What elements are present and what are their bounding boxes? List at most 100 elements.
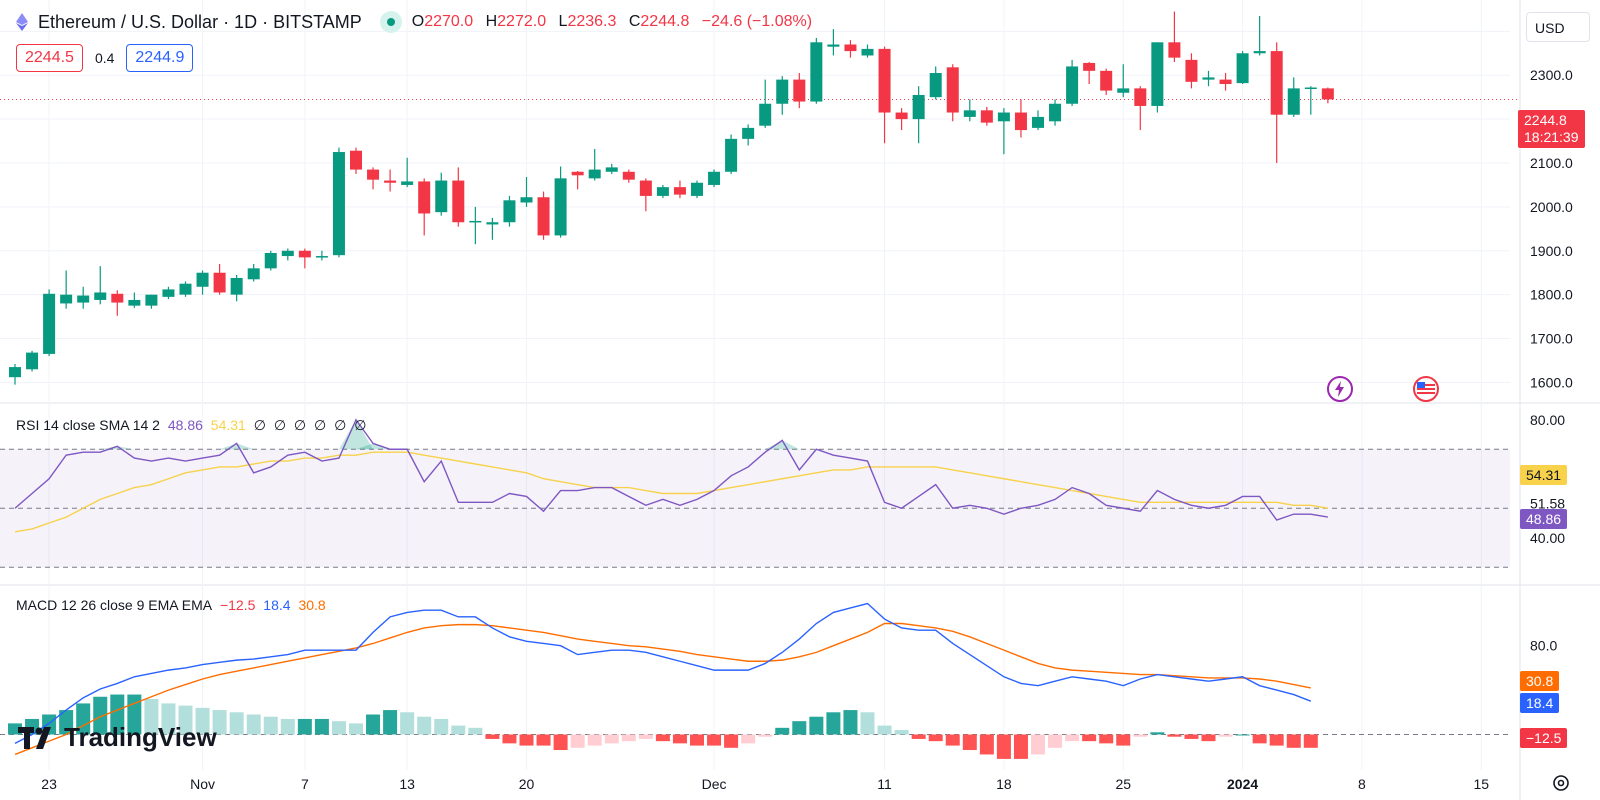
macd-signal-value: 30.8 bbox=[298, 597, 326, 613]
price-tick-label: 2000.0 bbox=[1530, 199, 1573, 215]
macd-title[interactable]: MACD 12 26 close 9 EMA EMA bbox=[16, 597, 213, 613]
candle-body bbox=[946, 67, 959, 113]
candle-body bbox=[128, 299, 141, 306]
x-tick-label: 20 bbox=[519, 776, 535, 792]
macd-histogram-bar bbox=[1082, 734, 1097, 742]
candle-body bbox=[196, 272, 209, 287]
high-label: H bbox=[485, 13, 498, 30]
rsi-null-2: ∅ bbox=[273, 417, 287, 433]
ohlc-values: O2270.0 H2272.0 L2236.3 C2244.8 −24.6 (−… bbox=[412, 13, 820, 31]
candle-body bbox=[1304, 87, 1317, 90]
candle-body bbox=[708, 171, 721, 185]
macd-histogram-bar bbox=[553, 734, 568, 751]
candle-body bbox=[26, 352, 39, 370]
candle-body bbox=[247, 268, 260, 280]
candle-body bbox=[605, 167, 618, 172]
macd-histogram-bar bbox=[195, 707, 210, 735]
macd-histogram-bar bbox=[349, 723, 363, 735]
macd-histogram-bar bbox=[110, 694, 125, 735]
rsi-sma-value: 54.31 bbox=[210, 417, 246, 433]
macd-badge: 18.4 bbox=[1520, 693, 1560, 713]
x-tick-label: 8 bbox=[1358, 776, 1366, 792]
macd-histogram-bar bbox=[1099, 734, 1114, 744]
rsi-null-6: ∅ bbox=[354, 417, 367, 433]
price-tick-label: 2300.0 bbox=[1530, 67, 1573, 83]
candle-body bbox=[1287, 88, 1300, 115]
candle-body bbox=[1032, 116, 1044, 128]
macd-histogram-bar bbox=[246, 714, 261, 735]
lightning-event-icon[interactable] bbox=[1326, 375, 1354, 403]
price-tick-label: 1600.0 bbox=[1530, 374, 1573, 390]
candle-body bbox=[571, 171, 584, 176]
settings-gear-icon[interactable] bbox=[1550, 772, 1572, 794]
candle-body bbox=[963, 110, 976, 117]
candle-body bbox=[1117, 88, 1130, 93]
macd-histogram-bar bbox=[1252, 734, 1267, 744]
candle-body bbox=[350, 150, 362, 170]
rsi-title[interactable]: RSI 14 close SMA 14 2 bbox=[16, 417, 160, 433]
macd-histogram-bar bbox=[1201, 734, 1216, 742]
candle-body bbox=[315, 256, 328, 258]
candle-body bbox=[281, 250, 294, 257]
candle-body bbox=[1049, 103, 1062, 122]
us-flag-event-icon[interactable] bbox=[1412, 375, 1440, 403]
macd-histogram-bar bbox=[314, 718, 329, 735]
rsi-sma-line bbox=[14, 451, 1328, 533]
macd-value: 18.4 bbox=[263, 597, 291, 613]
macd-histogram-bar bbox=[331, 721, 346, 735]
candle-body bbox=[1083, 62, 1096, 71]
rsi-overbought-fill bbox=[356, 443, 391, 450]
macd-histogram-bar bbox=[485, 734, 500, 739]
candle-body bbox=[844, 44, 857, 52]
macd-histogram-bar bbox=[229, 712, 244, 735]
x-tick-label: 23 bbox=[41, 776, 57, 792]
macd-histogram-bar bbox=[741, 734, 756, 744]
price-tick-label: 2100.0 bbox=[1530, 155, 1573, 171]
x-tick-label: 7 bbox=[301, 776, 309, 792]
macd-line bbox=[14, 602, 1312, 744]
last-price-badge: 2244.8 18:21:39 bbox=[1518, 110, 1585, 148]
candle-body bbox=[1066, 66, 1079, 104]
candle-body bbox=[1270, 51, 1283, 115]
candle-body bbox=[639, 180, 652, 196]
rsi-legend: RSI 14 close SMA 14 2 48.86 54.31 ∅ ∅ ∅ … bbox=[16, 417, 370, 434]
trade-prices: 2244.5 0.4 2244.9 bbox=[16, 44, 194, 72]
candle-body bbox=[179, 283, 192, 295]
rsi-null-1: ∅ bbox=[253, 417, 266, 433]
macd-histogram-bar bbox=[877, 725, 892, 735]
candle-body bbox=[1014, 112, 1027, 131]
macd-histogram-bar bbox=[1269, 734, 1284, 746]
macd-histogram-bar bbox=[1167, 734, 1182, 737]
tradingview-logo[interactable]: TradingView bbox=[18, 722, 217, 753]
candle-body bbox=[912, 94, 925, 120]
rsi-value: 48.86 bbox=[167, 417, 203, 433]
macd-histogram-bar bbox=[655, 734, 670, 742]
sell-price-button[interactable]: 2244.5 bbox=[16, 44, 83, 72]
rsi-null-3: ∅ bbox=[293, 417, 307, 433]
price-tick-label: 1700.0 bbox=[1530, 331, 1573, 347]
symbol-title[interactable]: Ethereum / U.S. Dollar · 1D · BITSTAMP bbox=[38, 11, 362, 32]
macd-histogram-bar bbox=[1031, 734, 1045, 755]
macd-histogram-bar bbox=[1286, 734, 1301, 748]
macd-histogram-bar bbox=[604, 734, 619, 744]
macd-histogram-badge: −12.5 bbox=[1520, 728, 1568, 748]
macd-histogram-bar bbox=[1235, 734, 1250, 736]
macd-histogram-bar bbox=[519, 734, 534, 746]
price-tick-label: 1800.0 bbox=[1530, 287, 1573, 303]
candle-body bbox=[486, 222, 499, 225]
candle-body bbox=[793, 79, 806, 102]
rsi-tick-label: 40.00 bbox=[1530, 530, 1565, 546]
macd-histogram-bar bbox=[1048, 734, 1063, 748]
buy-price-button[interactable]: 2244.9 bbox=[126, 44, 194, 72]
macd-histogram-bar bbox=[212, 710, 227, 735]
candle-body bbox=[264, 252, 277, 269]
macd-histogram-bar bbox=[178, 705, 193, 735]
candle-body bbox=[111, 293, 124, 303]
candle-body bbox=[895, 112, 908, 120]
candle-body bbox=[9, 367, 21, 378]
candle-body bbox=[94, 292, 107, 300]
candle-body bbox=[929, 73, 942, 98]
macd-histogram-bar bbox=[536, 734, 551, 746]
currency-selector[interactable]: USD bbox=[1526, 12, 1590, 42]
